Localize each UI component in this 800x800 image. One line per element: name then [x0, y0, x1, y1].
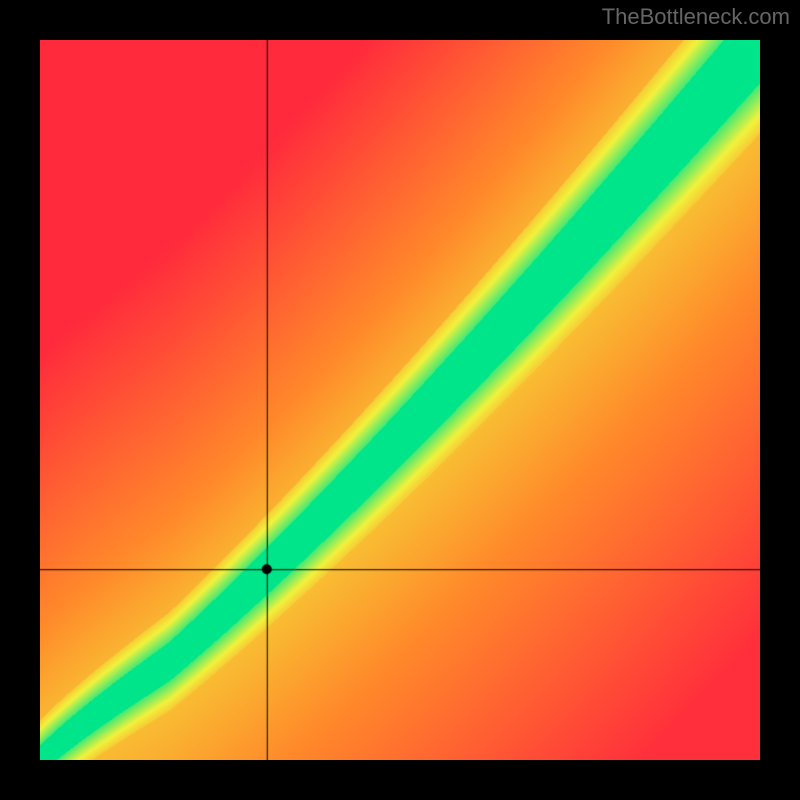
watermark-text: TheBottleneck.com — [602, 4, 790, 30]
heatmap-canvas — [40, 40, 760, 760]
chart-container: TheBottleneck.com — [0, 0, 800, 800]
plot-area — [40, 40, 760, 760]
